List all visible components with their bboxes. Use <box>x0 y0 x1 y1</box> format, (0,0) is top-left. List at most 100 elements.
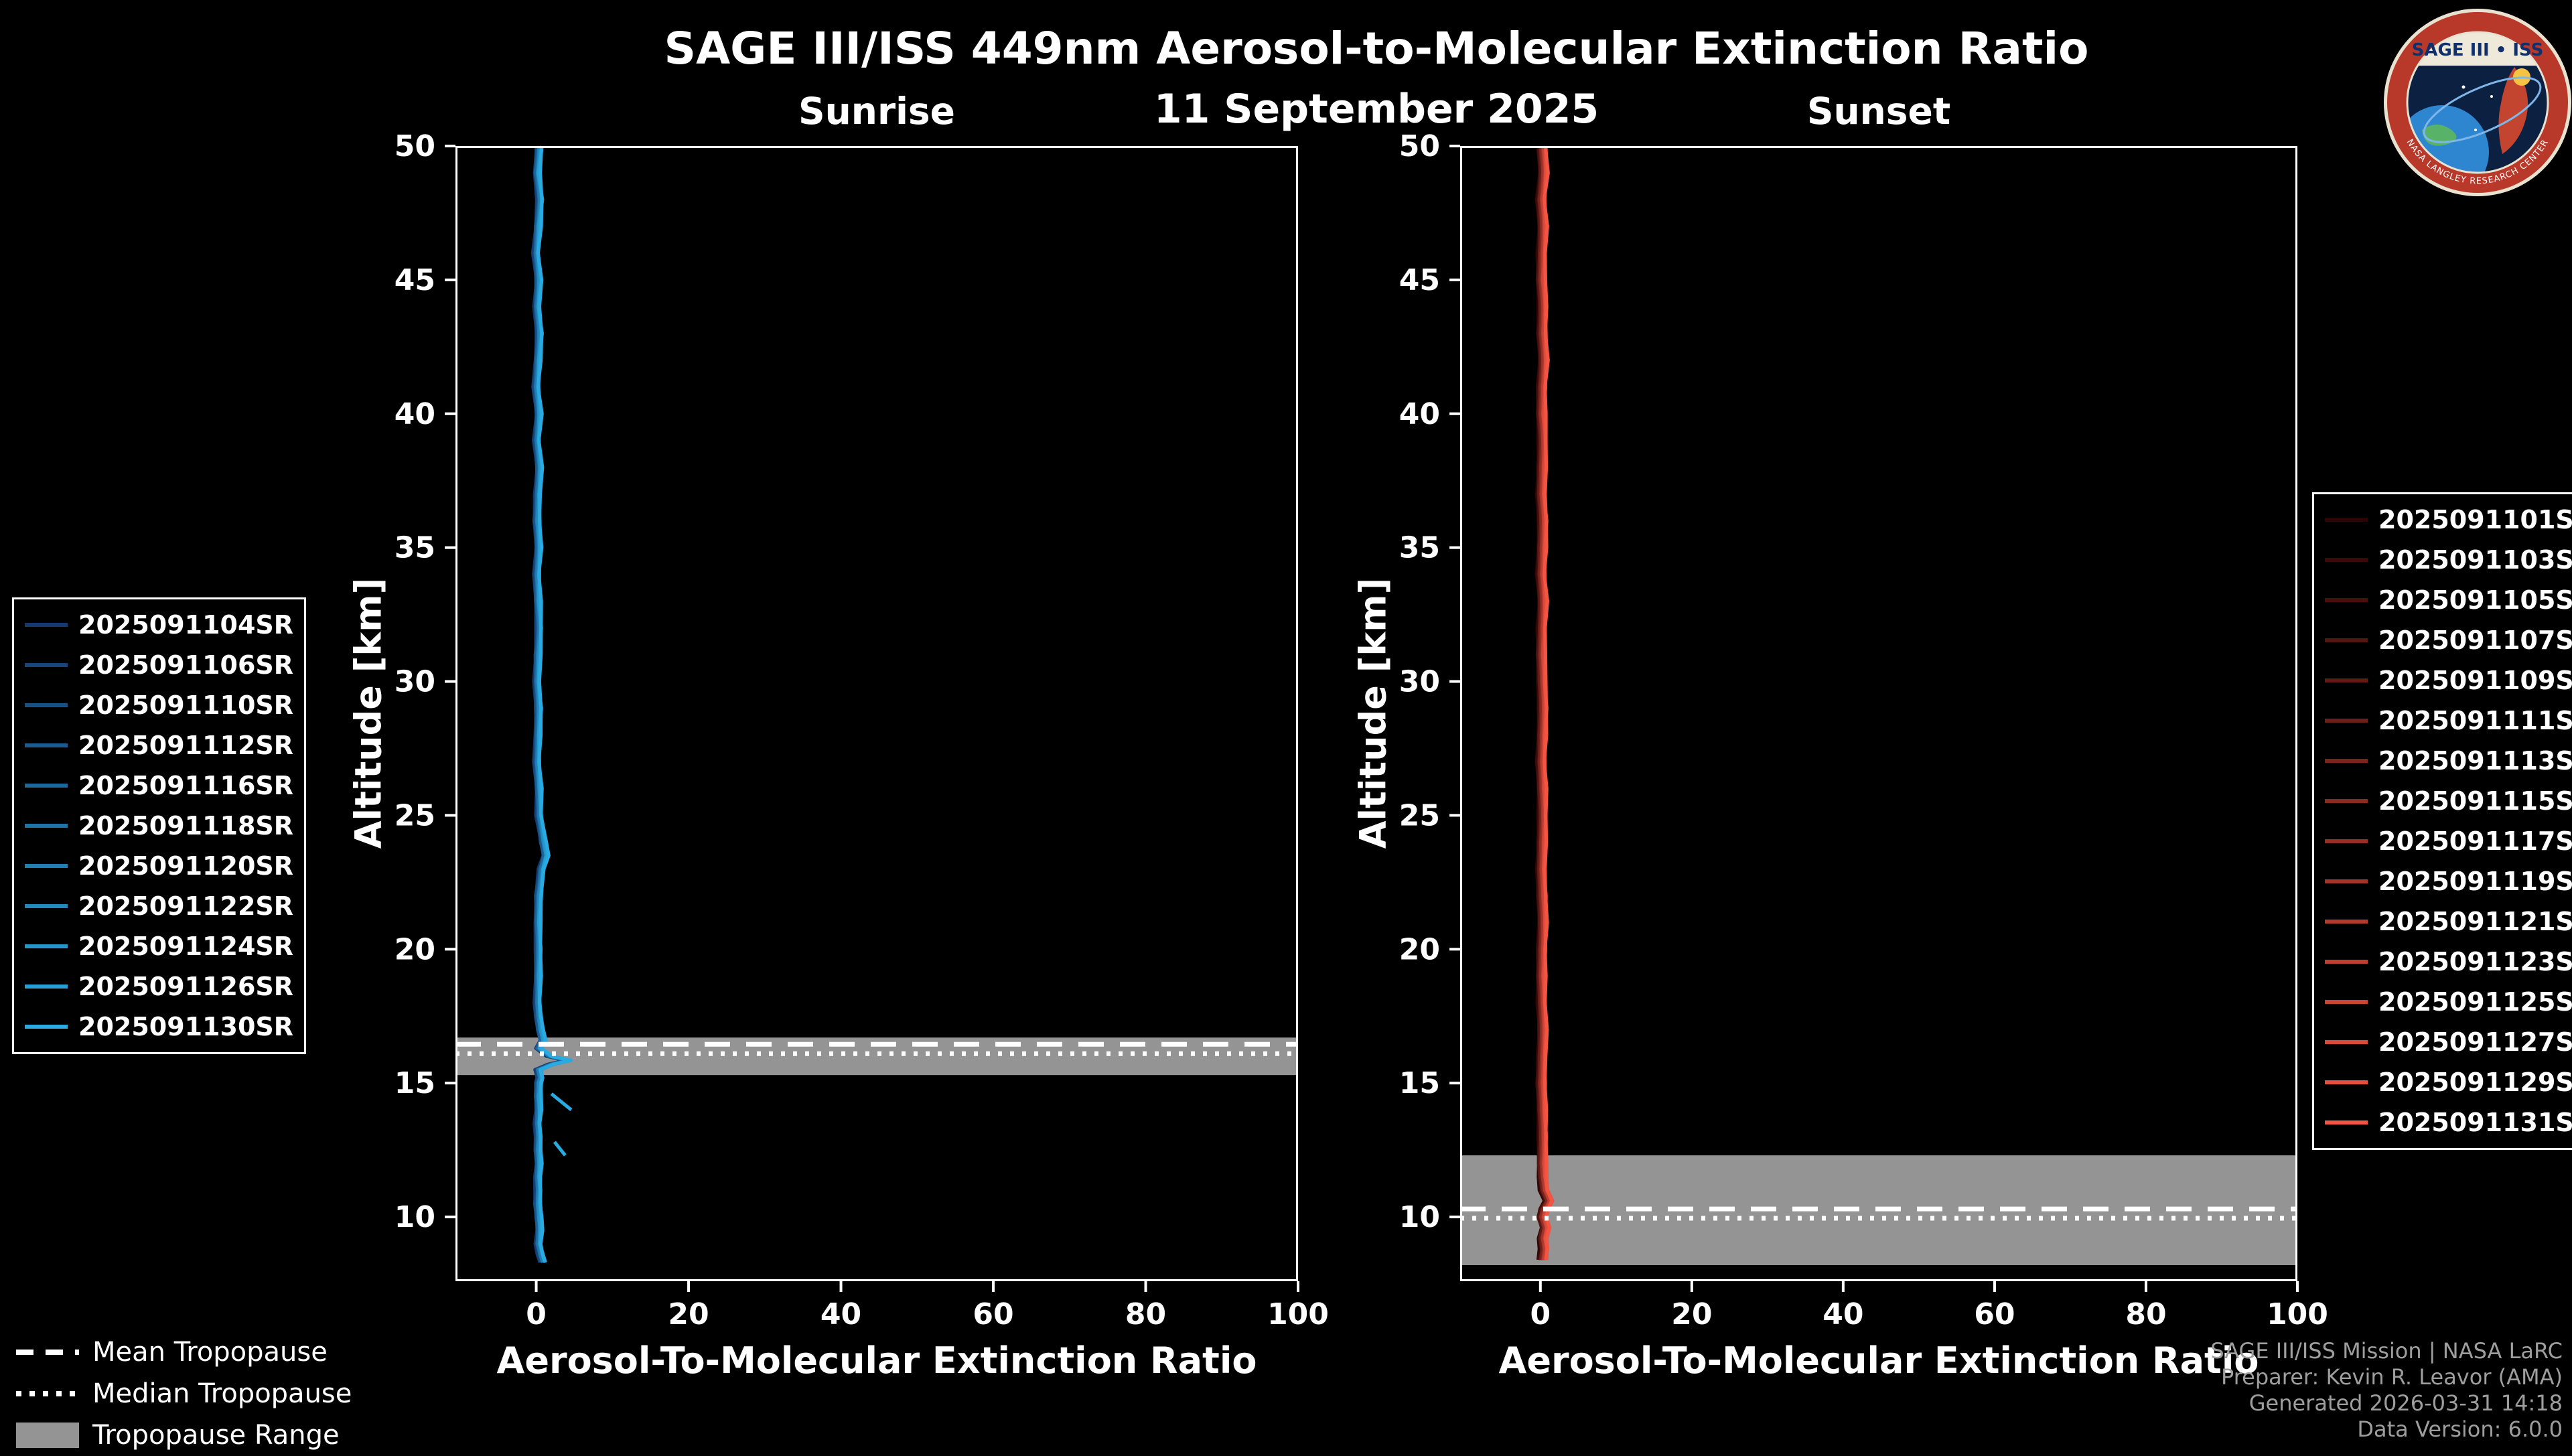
series-label: 2025091126SR <box>78 972 293 1001</box>
sunset-x-axis-label: Aerosol-To-Molecular Extinction Ratio <box>1499 1339 2259 1382</box>
series-color-swatch <box>2325 719 2368 723</box>
series-color-swatch <box>25 623 68 627</box>
logo-star <box>2462 86 2466 89</box>
series-label: 2025091107SS <box>2378 626 2572 655</box>
y-tick-label: 35 <box>1399 531 1440 565</box>
series-label: 2025091125SS <box>2378 987 2572 1017</box>
legend-item: 2025091116SR <box>25 766 293 806</box>
series-label: 2025091104SR <box>78 610 293 640</box>
y-tick-label: 10 <box>1399 1200 1440 1234</box>
y-tick-label: 45 <box>395 263 435 297</box>
profile-2025091131SS <box>1545 146 1553 1260</box>
mean-tropopause-legend-item: Mean Tropopause <box>16 1331 352 1373</box>
series-color-swatch <box>25 944 68 948</box>
y-tick-label: 15 <box>1399 1066 1440 1100</box>
series-label: 2025091124SR <box>78 932 293 961</box>
sunset-y-axis-label: Altitude [km] <box>1352 578 1395 849</box>
legend-item: 2025091111SS <box>2325 701 2572 741</box>
series-label: 2025091130SR <box>78 1012 293 1041</box>
legend-item: 2025091105SS <box>2325 580 2572 620</box>
series-label: 2025091127SS <box>2378 1027 2572 1057</box>
profile-segment <box>555 1142 565 1155</box>
series-label: 2025091116SR <box>78 771 293 800</box>
mission-credit: SAGE III/ISS Mission | NASA LaRC <box>2210 1338 2563 1364</box>
series-color-swatch <box>2325 558 2368 562</box>
series-label: 2025091121SS <box>2378 907 2572 936</box>
preparer-credit: Preparer: Kevin R. Leavor (AMA) <box>2210 1364 2563 1390</box>
sunrise-y-axis-label: Altitude [km] <box>348 578 390 849</box>
legend-item: 2025091103SS <box>2325 540 2572 580</box>
series-color-swatch <box>25 864 68 868</box>
series-color-swatch <box>25 663 68 667</box>
median-tropopause-legend-item: Median Tropopause <box>16 1373 352 1414</box>
x-tick-label: 20 <box>668 1297 709 1331</box>
legend-item: 2025091106SR <box>25 645 293 685</box>
series-color-swatch <box>25 784 68 788</box>
y-tick-label: 30 <box>1399 665 1440 699</box>
x-tick-label: 80 <box>1125 1297 1166 1331</box>
series-color-swatch <box>2325 879 2368 883</box>
y-tick-label: 50 <box>1399 129 1440 163</box>
gray-band-swatch <box>16 1423 79 1448</box>
legend-item: 2025091129SS <box>2325 1062 2572 1102</box>
mean-tropopause-label: Mean Tropopause <box>92 1337 328 1368</box>
y-tick-label: 20 <box>1399 932 1440 966</box>
series-color-swatch <box>25 743 68 747</box>
series-label: 2025091115SS <box>2378 786 2572 816</box>
series-label: 2025091109SS <box>2378 666 2572 695</box>
series-color-swatch <box>25 1025 68 1029</box>
series-label: 2025091122SR <box>78 891 293 921</box>
x-tick-label: 100 <box>2267 1297 2328 1331</box>
series-label: 2025091131SS <box>2378 1108 2572 1137</box>
y-tick-label: 30 <box>395 665 435 699</box>
x-tick-label: 100 <box>1267 1297 1329 1331</box>
x-tick-label: 60 <box>1974 1297 2015 1331</box>
series-color-swatch <box>2325 920 2368 924</box>
axes-border <box>457 147 1297 1281</box>
profile-segment <box>551 1094 571 1110</box>
series-label: 2025091120SR <box>78 851 293 881</box>
tropopause-range-label: Tropopause Range <box>92 1420 340 1451</box>
y-tick-label: 20 <box>395 932 435 966</box>
legend-item: 2025091126SR <box>25 966 293 1007</box>
legend-item: 2025091123SS <box>2325 942 2572 982</box>
series-color-swatch <box>2325 518 2368 522</box>
series-label: 2025091113SS <box>2378 746 2572 776</box>
series-label: 2025091119SS <box>2378 867 2572 896</box>
legend-item: 2025091112SR <box>25 725 293 766</box>
series-color-swatch <box>2325 678 2368 682</box>
legend-item: 2025091115SS <box>2325 781 2572 821</box>
legend-item: 2025091125SS <box>2325 982 2572 1022</box>
legend-item: 2025091122SR <box>25 886 293 926</box>
y-tick-label: 35 <box>395 531 435 565</box>
legend-item: 2025091117SS <box>2325 821 2572 861</box>
logo-star <box>2490 95 2493 98</box>
sage-iii-iss-logo: SAGE III • ISS NASA LANGLEY RESEARCH CEN… <box>2383 8 2572 197</box>
series-label: 2025091117SS <box>2378 826 2572 856</box>
series-label: 2025091106SR <box>78 650 293 680</box>
series-color-swatch <box>2325 1040 2368 1044</box>
panel-title-sunset: Sunset <box>1807 90 1950 133</box>
series-label: 2025091101SS <box>2378 505 2572 534</box>
dotted-line-swatch <box>16 1391 79 1396</box>
legend-item: 2025091104SR <box>25 605 293 645</box>
logo-title-text: SAGE III • ISS <box>2412 40 2544 60</box>
legend-item: 2025091120SR <box>25 846 293 886</box>
sunrise-x-axis-label: Aerosol-To-Molecular Extinction Ratio <box>497 1339 1257 1382</box>
attribution-footer: SAGE III/ISS Mission | NASA LaRC Prepare… <box>2210 1338 2563 1443</box>
tropopause-legend: Mean Tropopause Median Tropopause Tropop… <box>16 1331 352 1456</box>
legend-item: 2025091107SS <box>2325 620 2572 660</box>
series-label: 2025091129SS <box>2378 1068 2572 1097</box>
legend-item: 2025091121SS <box>2325 901 2572 942</box>
logo-star <box>2474 129 2477 131</box>
series-color-swatch <box>2325 638 2368 642</box>
axes-border <box>1461 147 2297 1281</box>
series-label: 2025091118SR <box>78 811 293 841</box>
series-color-swatch <box>2325 1120 2368 1124</box>
series-color-swatch <box>2325 960 2368 964</box>
x-tick-label: 60 <box>973 1297 1013 1331</box>
y-tick-label: 50 <box>395 129 435 163</box>
x-tick-label: 20 <box>1671 1297 1712 1331</box>
x-tick-label: 40 <box>820 1297 861 1331</box>
